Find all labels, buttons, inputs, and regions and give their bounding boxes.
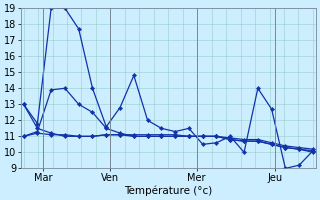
X-axis label: Température (°c): Température (°c) bbox=[124, 185, 212, 196]
